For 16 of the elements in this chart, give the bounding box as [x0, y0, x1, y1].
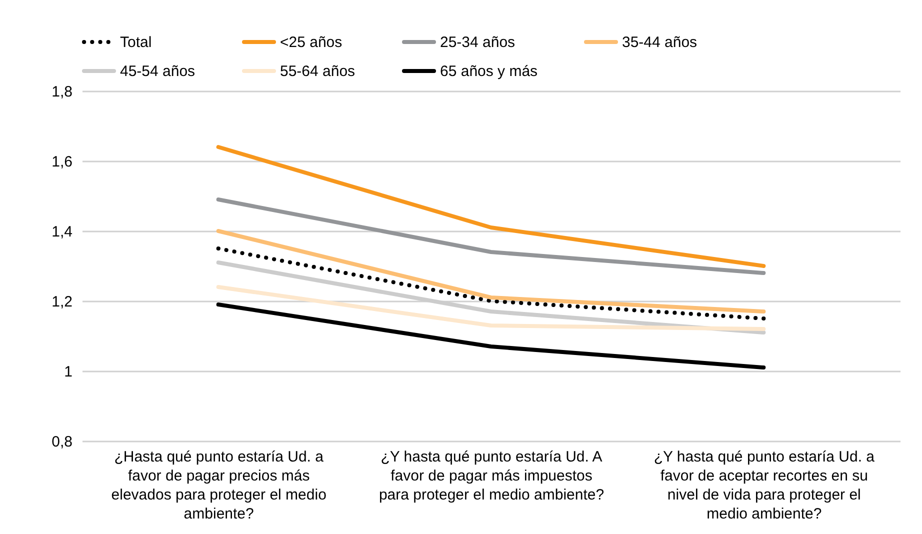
legend-label: 35-44 años: [622, 34, 698, 51]
y-tick-label: 1: [64, 364, 72, 380]
y-tick-label: 1,6: [52, 154, 72, 170]
x-tick-label: ¿Y hasta qué punto estaría Ud. a favor de aceptar recortes en su nivel de vida para proteger el medio ambiente?: [654, 448, 876, 522]
y-tick-label: 1,8: [52, 84, 72, 100]
x-tick-label: ¿Hasta qué punto estaría Ud. a favor de pagar precios más elevados para proteger el medio ambiente?: [111, 448, 326, 522]
legend-label: Total: [120, 34, 152, 51]
legend-label: <25 años: [280, 34, 342, 51]
legend-label: 55-64 años: [280, 63, 356, 80]
y-tick-label: 0,8: [52, 434, 72, 450]
legend-label: 65 años y más: [440, 63, 538, 80]
y-tick-label: 1,2: [52, 294, 72, 310]
y-tick-label: 1,4: [52, 224, 72, 240]
legend-label: 45-54 años: [120, 63, 196, 80]
x-tick-label: ¿Y hasta qué punto estaría Ud. A favor de pagar más impuestos para proteger el medio ambiente?: [378, 448, 604, 504]
legend-label: 25-34 años: [440, 34, 516, 51]
